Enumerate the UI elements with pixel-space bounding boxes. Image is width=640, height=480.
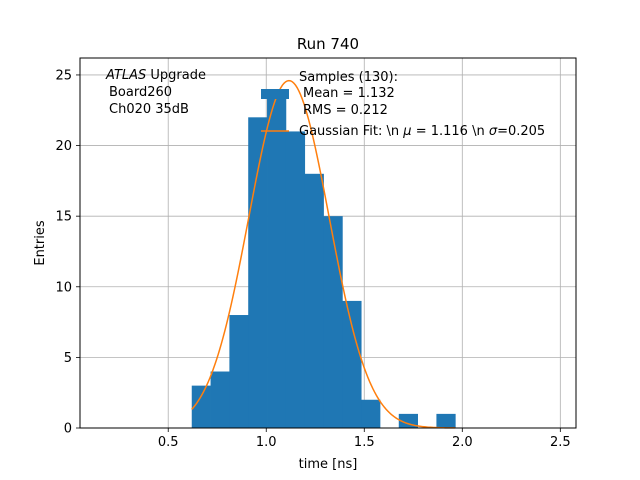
annotation-atlas: ATLAS [105,68,146,83]
atlas-annotation: ATLAS Upgrade Board260 Ch020 35dB [105,68,206,117]
histogram-bars [191,89,456,429]
histogram-bar [267,89,287,429]
x-tick-label: 2.0 [452,435,473,450]
annotation-upgrade: Upgrade [146,68,206,83]
y-tick-label: 20 [55,139,72,154]
legend-fit-mu: = 1.116 \n [412,124,489,139]
legend-fit-sigma-symbol: σ [489,124,498,139]
annotation-line1: ATLAS Upgrade [105,68,206,83]
y-tick-label: 15 [55,210,72,225]
legend-stat-rms: RMS = 0.212 [303,103,388,118]
plot-frame [79,57,577,429]
legend: Samples (130): Mean = 1.132 RMS = 0.212 … [261,70,545,139]
y-axis-ticks: 0 5 10 15 20 25 [55,68,80,437]
legend-fit-mu-symbol: μ [402,124,411,139]
legend-histogram-swatch [261,89,289,99]
legend-stat-mean: Mean = 1.132 [303,86,395,101]
x-axis-ticks: 0.5 1.0 1.5 2.0 2.5 [158,428,571,450]
histogram-bar [248,117,268,428]
histogram-bar [229,315,249,428]
histogram-bar [323,216,343,428]
y-axis-label: Entries [33,220,48,266]
y-tick-label: 25 [55,68,72,83]
x-tick-label: 1.0 [256,435,277,450]
histogram-bar [191,385,211,428]
y-tick-label: 5 [64,351,72,366]
legend-fit-label: Gaussian Fit: \n μ = 1.116 \n σ=0.205 [299,124,545,139]
legend-fit-sigma: =0.205 [497,124,545,139]
annotation-line3: Ch020 35dB [109,102,189,117]
legend-histogram-label: Samples (130): [299,70,398,85]
legend-fit-prefix: Gaussian Fit: \n [299,124,403,139]
y-tick-label: 0 [64,422,72,437]
x-tick-label: 0.5 [158,435,179,450]
x-tick-label: 1.5 [354,435,375,450]
y-tick-label: 10 [55,280,72,295]
histogram-bar [342,300,362,428]
histogram-bar [361,399,381,428]
histogram-bar [285,131,306,428]
histogram-bar [210,371,230,428]
annotation-line2: Board260 [109,85,172,100]
gaussian-fit-line [191,79,456,429]
chart-title: Run 740 [297,35,359,53]
x-axis-label: time [ns] [299,457,358,472]
x-tick-label: 2.5 [550,435,571,450]
histogram-bar [436,413,456,428]
histogram-bar [304,173,324,428]
